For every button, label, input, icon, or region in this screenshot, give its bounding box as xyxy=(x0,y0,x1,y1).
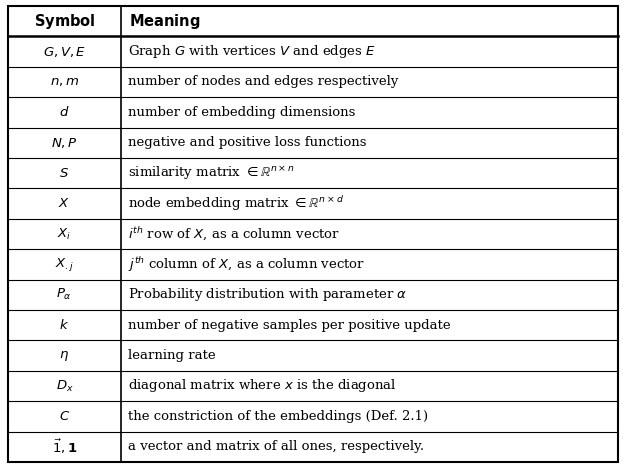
Text: number of nodes and edges respectively: number of nodes and edges respectively xyxy=(128,75,398,88)
Text: $G, V, E$: $G, V, E$ xyxy=(43,44,86,58)
Text: $n, m$: $n, m$ xyxy=(50,75,79,88)
Text: a vector and matrix of all ones, respectively.: a vector and matrix of all ones, respect… xyxy=(128,440,424,453)
Text: node embedding matrix $\in \mathbb{R}^{n\times d}$: node embedding matrix $\in \mathbb{R}^{n… xyxy=(128,194,344,213)
Text: similarity matrix $\in \mathbb{R}^{n\times n}$: similarity matrix $\in \mathbb{R}^{n\tim… xyxy=(128,164,295,182)
Text: $j^{th}$ column of $X$, as a column vector: $j^{th}$ column of $X$, as a column vect… xyxy=(128,255,365,274)
Text: $P_{\alpha}$: $P_{\alpha}$ xyxy=(56,287,73,302)
Text: negative and positive loss functions: negative and positive loss functions xyxy=(128,136,366,149)
Text: diagonal matrix where $x$ is the diagonal: diagonal matrix where $x$ is the diagona… xyxy=(128,378,396,395)
Text: $X$: $X$ xyxy=(58,197,70,210)
Text: $\vec{1}, \mathbf{1}$: $\vec{1}, \mathbf{1}$ xyxy=(52,438,77,456)
Text: $X_{.j}$: $X_{.j}$ xyxy=(55,256,74,273)
Text: $\mathbf{Symbol}$: $\mathbf{Symbol}$ xyxy=(34,12,95,31)
Text: $i^{th}$ row of $X$, as a column vector: $i^{th}$ row of $X$, as a column vector xyxy=(128,225,340,243)
Text: $X_i$: $X_i$ xyxy=(58,227,71,241)
Text: learning rate: learning rate xyxy=(128,349,215,362)
Text: $\eta$: $\eta$ xyxy=(59,349,69,363)
Text: the constriction of the embeddings (Def. 2.1): the constriction of the embeddings (Def.… xyxy=(128,410,428,423)
Text: number of embedding dimensions: number of embedding dimensions xyxy=(128,106,355,119)
Text: $N, P$: $N, P$ xyxy=(51,136,78,150)
Text: Probability distribution with parameter $\alpha$: Probability distribution with parameter … xyxy=(128,286,408,303)
Text: Graph $G$ with vertices $V$ and edges $E$: Graph $G$ with vertices $V$ and edges $E… xyxy=(128,43,376,60)
Text: $S$: $S$ xyxy=(59,167,69,180)
Text: number of negative samples per positive update: number of negative samples per positive … xyxy=(128,319,451,332)
Text: $\mathbf{Meaning}$: $\mathbf{Meaning}$ xyxy=(129,12,200,31)
Text: $k$: $k$ xyxy=(59,318,69,332)
Text: $C$: $C$ xyxy=(59,410,70,423)
Text: $D_x$: $D_x$ xyxy=(56,379,73,394)
Text: $d$: $d$ xyxy=(59,105,69,119)
